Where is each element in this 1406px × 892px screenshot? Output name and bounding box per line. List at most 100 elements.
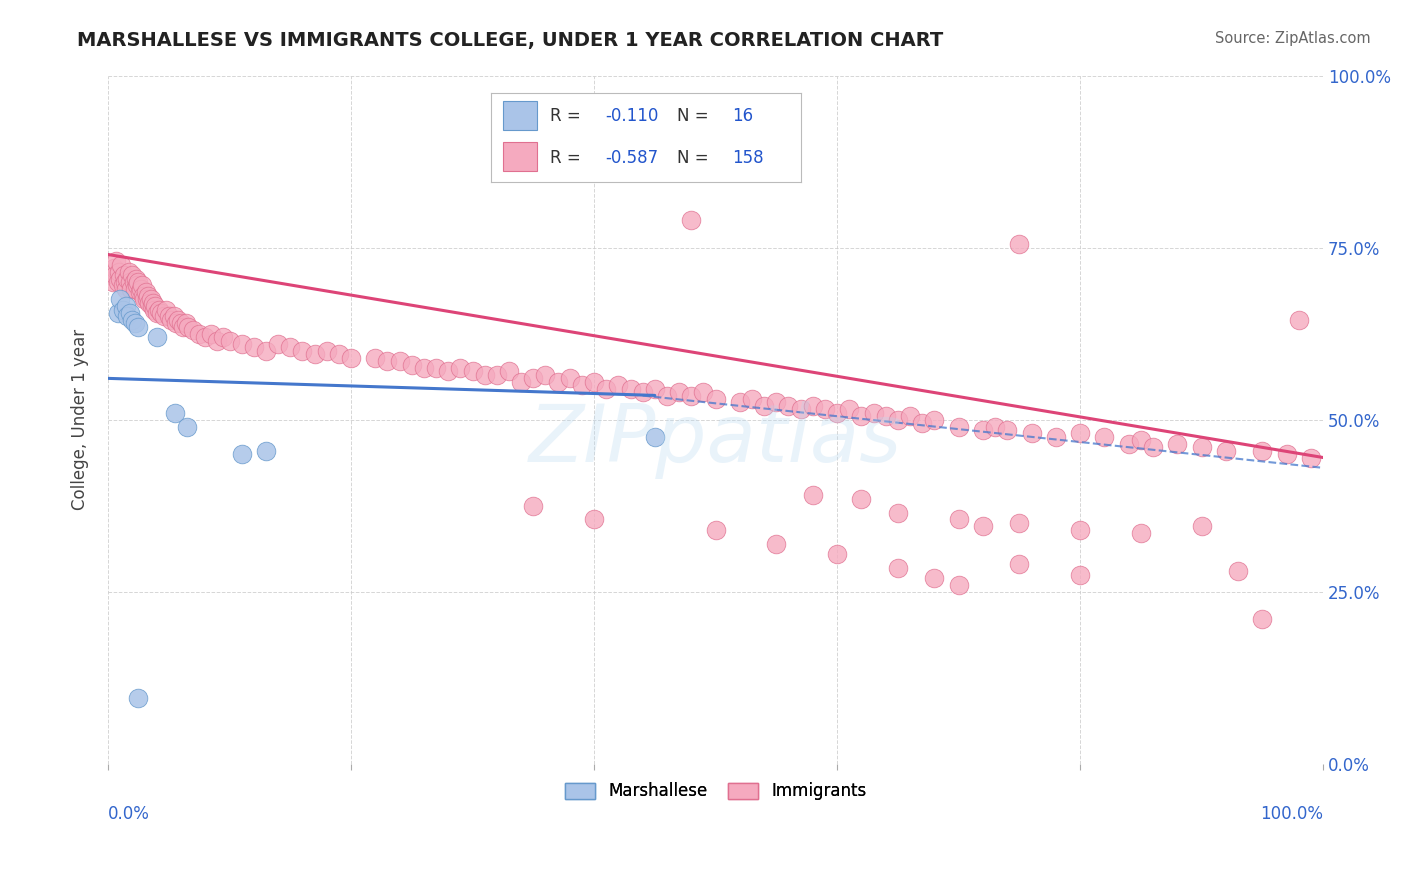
- Text: Source: ZipAtlas.com: Source: ZipAtlas.com: [1215, 31, 1371, 46]
- Point: [485, 368, 508, 382]
- Point: [231, 447, 253, 461]
- Point: [1008, 237, 1031, 252]
- Point: [887, 412, 910, 426]
- Point: [911, 416, 934, 430]
- Point: [267, 337, 290, 351]
- Point: [172, 319, 194, 334]
- Point: [142, 295, 165, 310]
- Point: [136, 289, 159, 303]
- Point: [139, 292, 162, 306]
- Point: [862, 406, 884, 420]
- Point: [177, 319, 200, 334]
- Point: [170, 316, 193, 330]
- Point: [1227, 564, 1250, 578]
- Point: [1129, 526, 1152, 541]
- Point: [176, 419, 198, 434]
- Point: [754, 399, 776, 413]
- Point: [148, 302, 170, 317]
- Point: [1215, 443, 1237, 458]
- Point: [291, 343, 314, 358]
- Point: [115, 282, 138, 296]
- Point: [948, 578, 970, 592]
- Point: [108, 265, 131, 279]
- Point: [995, 423, 1018, 437]
- Point: [115, 299, 138, 313]
- Point: [474, 368, 496, 382]
- Point: [851, 409, 873, 424]
- Point: [1251, 443, 1274, 458]
- Point: [681, 213, 703, 227]
- Point: [510, 375, 533, 389]
- Point: [110, 258, 132, 272]
- Point: [118, 306, 141, 320]
- Point: [401, 358, 423, 372]
- Point: [127, 319, 149, 334]
- Point: [728, 395, 751, 409]
- Point: [681, 388, 703, 402]
- Point: [127, 691, 149, 706]
- Point: [924, 571, 946, 585]
- Point: [825, 406, 848, 420]
- Point: [254, 443, 277, 458]
- Point: [789, 402, 811, 417]
- Point: [111, 302, 134, 317]
- Point: [778, 399, 800, 413]
- Point: [315, 343, 337, 358]
- Point: [117, 271, 139, 285]
- Point: [704, 523, 727, 537]
- Point: [972, 519, 994, 533]
- Point: [132, 289, 155, 303]
- Point: [143, 302, 166, 317]
- Point: [104, 268, 127, 282]
- Point: [801, 488, 824, 502]
- Point: [340, 351, 363, 365]
- Point: [194, 330, 217, 344]
- Point: [413, 361, 436, 376]
- Point: [644, 141, 666, 155]
- Point: [135, 292, 157, 306]
- Point: [377, 354, 399, 368]
- Point: [328, 347, 350, 361]
- Point: [218, 334, 240, 348]
- Point: [108, 292, 131, 306]
- Point: [114, 275, 136, 289]
- Point: [117, 265, 139, 279]
- Point: [522, 499, 544, 513]
- Point: [1008, 558, 1031, 572]
- Point: [122, 275, 145, 289]
- Point: [388, 354, 411, 368]
- Point: [619, 382, 641, 396]
- Point: [129, 282, 152, 296]
- Point: [1008, 516, 1031, 530]
- Point: [243, 340, 266, 354]
- Point: [765, 395, 787, 409]
- Point: [107, 275, 129, 289]
- Point: [174, 316, 197, 330]
- Point: [741, 392, 763, 406]
- Point: [801, 399, 824, 413]
- Point: [704, 392, 727, 406]
- Point: [145, 330, 167, 344]
- Point: [165, 316, 187, 330]
- Point: [583, 375, 606, 389]
- Point: [105, 254, 128, 268]
- Point: [948, 512, 970, 526]
- Point: [898, 409, 921, 424]
- Point: [141, 299, 163, 313]
- Point: [644, 430, 666, 444]
- Point: [120, 282, 142, 296]
- Y-axis label: College, Under 1 year: College, Under 1 year: [72, 329, 89, 510]
- Point: [851, 491, 873, 506]
- Point: [1069, 567, 1091, 582]
- Point: [1275, 447, 1298, 461]
- Point: [437, 364, 460, 378]
- Point: [1166, 436, 1188, 450]
- Point: [127, 278, 149, 293]
- Legend: Marshallese, Immigrants: Marshallese, Immigrants: [558, 776, 873, 807]
- Point: [254, 343, 277, 358]
- Point: [522, 371, 544, 385]
- Point: [364, 351, 387, 365]
- Point: [644, 382, 666, 396]
- Point: [160, 313, 183, 327]
- Point: [138, 295, 160, 310]
